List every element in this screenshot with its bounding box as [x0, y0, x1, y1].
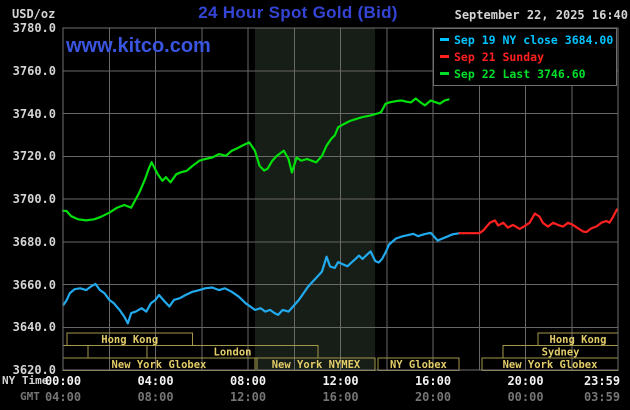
x-tick-ny: 16:00 [414, 374, 452, 388]
x-tick-ny: 23:59 [583, 374, 621, 388]
x-tick-gmt: 00:00 [507, 390, 544, 404]
kitco-watermark-link[interactable]: www.kitco.com [66, 35, 211, 57]
y-tick-label: 3660.0 [12, 277, 56, 292]
x-axis-gmt-label: GMT [20, 390, 40, 403]
y-tick-label: 3760.0 [12, 63, 56, 78]
legend-dash-icon [440, 37, 449, 41]
x-tick-ny: 00:00 [44, 374, 82, 388]
y-tick-label: 3640.0 [12, 320, 56, 335]
session-label: NY Globex [390, 359, 448, 371]
x-tick-gmt: 12:00 [229, 390, 267, 404]
x-tick-ny: 04:00 [137, 374, 174, 388]
legend-label: Sep 22 Last 3746.60 [454, 67, 586, 81]
session-box [62, 345, 89, 359]
session-label: Hong Kong [101, 334, 158, 346]
x-tick-ny: 20:00 [507, 374, 544, 388]
legend-item: Sep 22 Last 3746.60 [440, 66, 616, 83]
session-box [87, 345, 148, 359]
legend-label: Sep 21 Sunday [454, 50, 545, 64]
session-label: London [214, 347, 252, 359]
price-line-sep21 [458, 208, 618, 235]
x-tick-gmt: 16:00 [322, 390, 359, 404]
legend-item: Sep 19 NY close 3684.00 [440, 32, 616, 49]
session-label: New York NYMEX [272, 359, 361, 371]
x-tick-gmt: 08:00 [137, 390, 174, 404]
session-label: Sydney [542, 347, 581, 359]
session-label: New York Globex [503, 359, 599, 371]
legend-label: Sep 19 NY close 3684.00 [454, 33, 614, 47]
y-tick-label: 3780.0 [12, 21, 56, 35]
x-tick-ny: 08:00 [229, 374, 267, 388]
y-tick-label: 3680.0 [12, 234, 56, 249]
y-tick-label: 3720.0 [12, 149, 56, 164]
x-tick-ny: 12:00 [322, 374, 359, 388]
legend-dash-icon [440, 54, 449, 58]
legend-dash-icon [440, 71, 449, 75]
y-axis-unit-label: USD/oz [12, 7, 56, 21]
y-tick-label: 3700.0 [12, 192, 56, 206]
y-tick-label: 3740.0 [12, 106, 56, 121]
x-tick-gmt: 03:59 [583, 390, 621, 404]
price-line-sep22 [61, 97, 450, 222]
chart-datetime: September 22, 2025 16:40 [454, 8, 628, 22]
legend-box: Sep 19 NY close 3684.00 Sep 21 Sunday Sep … [433, 28, 617, 86]
page-title: 24 Hour Spot Gold (Bid) [198, 3, 398, 22]
x-axis-ny-time-label: NY Time [2, 374, 49, 387]
session-label: Hong Kong [550, 334, 607, 346]
y-tick-label: 3620.0 [12, 363, 56, 377]
price-line-sep19 [62, 231, 461, 325]
x-tick-gmt: 20:00 [414, 390, 452, 404]
x-tick-gmt: 04:00 [44, 390, 82, 404]
legend-item: Sep 21 Sunday [440, 49, 616, 66]
plot-border [62, 27, 619, 371]
session-label: New York Globex [112, 359, 208, 371]
